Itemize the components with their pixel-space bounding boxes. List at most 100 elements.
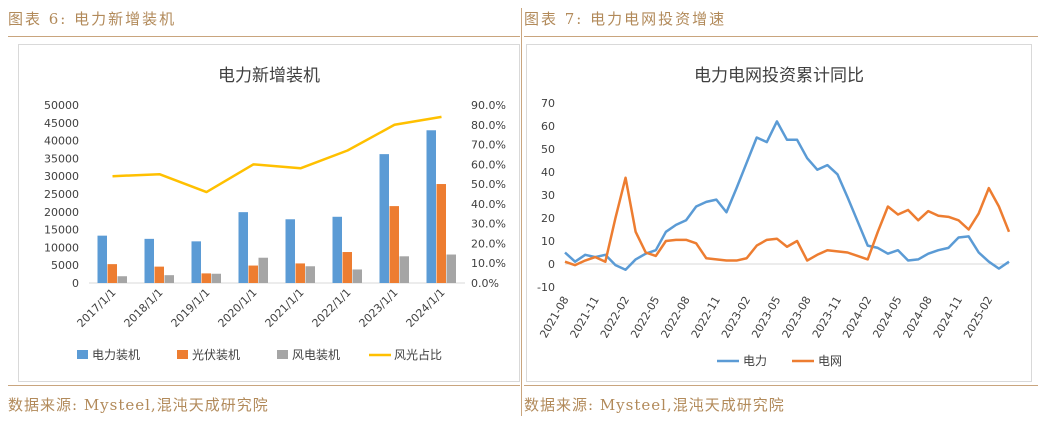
y-left-tick-label: 10000 bbox=[44, 241, 79, 254]
y-right-tick-label: 40.0% bbox=[471, 198, 506, 211]
y-left-tick-label: 20000 bbox=[44, 206, 79, 219]
x-tick-label: 2023-02 bbox=[719, 294, 753, 340]
x-tick-label: 2023/1/1 bbox=[356, 286, 400, 330]
bar-1 bbox=[144, 238, 154, 283]
right-source-rule bbox=[524, 385, 1038, 386]
bar-3 bbox=[117, 276, 127, 283]
legend-label: 风光占比 bbox=[394, 347, 442, 362]
x-tick-label: 2022-11 bbox=[689, 294, 723, 340]
chart-grid-investment: 电力电网投资累计同比 -10 0 10 20 30 40 50 60 70 2021-082021-… bbox=[537, 66, 1011, 368]
bar-2 bbox=[201, 273, 211, 283]
bar-2 bbox=[295, 263, 305, 283]
x-tick-label: 2024-08 bbox=[901, 294, 935, 340]
y-tick-label: -10 bbox=[537, 281, 555, 294]
x-tick-label: 2019/1/1 bbox=[168, 286, 212, 330]
bar-3 bbox=[446, 254, 456, 283]
y-left-tick-label: 5000 bbox=[51, 259, 79, 272]
y-left-tick-label: 15000 bbox=[44, 224, 79, 237]
y-tick-label: 70 bbox=[541, 97, 555, 110]
bar-3 bbox=[399, 256, 409, 283]
bar-2 bbox=[342, 252, 352, 283]
y-tick-label: 20 bbox=[541, 212, 555, 225]
x-tick-label: 2024/1/1 bbox=[403, 286, 447, 330]
x-tick-label: 2024-11 bbox=[931, 294, 965, 340]
y-right-tick-label: 70.0% bbox=[471, 139, 506, 152]
bar-1 bbox=[332, 216, 342, 283]
chart-title: 电力新增装机 bbox=[218, 66, 320, 86]
bar-3 bbox=[305, 266, 315, 283]
y-right-tick-label: 60.0% bbox=[471, 158, 506, 171]
legend-swatch bbox=[177, 350, 188, 359]
left-chart-frame: 电力新增装机 0 5000 10000 15000 20000 25000 30000 3500… bbox=[18, 44, 520, 382]
y-tick-label: 0 bbox=[548, 258, 555, 271]
bar-3 bbox=[258, 257, 268, 283]
legend-label: 风电装机 bbox=[292, 348, 340, 362]
right-figure-caption: 图表 7: 电力电网投资增速 bbox=[524, 10, 727, 28]
y-left-tick-label: 25000 bbox=[44, 188, 79, 201]
series-line-1 bbox=[564, 120, 1010, 271]
legend-label: 光伏装机 bbox=[192, 348, 240, 362]
x-tick-label: 2022-08 bbox=[658, 294, 692, 340]
bar-2 bbox=[154, 266, 164, 283]
series-line-wind-solar-share bbox=[112, 115, 442, 194]
right-chart-frame: 电力电网投资累计同比 -10 0 10 20 30 40 50 60 70 2021-08 2021-… bbox=[526, 44, 1032, 382]
legend-label: 电力 bbox=[743, 354, 767, 368]
bar-1 bbox=[191, 241, 201, 283]
x-tick-label: 2018/1/1 bbox=[121, 286, 165, 330]
chart-new-capacity: 电力新增装机 0 5000 10000 15000 20000 25000 30000 3500… bbox=[44, 66, 506, 362]
x-tick-label: 2021-08 bbox=[537, 294, 571, 340]
x-tick-label: 2023-11 bbox=[810, 294, 844, 340]
legend-swatch bbox=[77, 350, 88, 359]
bar-1 bbox=[426, 130, 436, 283]
x-tick-label: 2021/1/1 bbox=[262, 286, 306, 330]
y-tick-label: 30 bbox=[541, 189, 555, 202]
y-right-tick-label: 50.0% bbox=[471, 178, 506, 191]
bar-1 bbox=[379, 154, 389, 283]
bar-2 bbox=[107, 264, 117, 283]
y-left-tick-label: 35000 bbox=[44, 152, 79, 165]
y-left-tick-label: 45000 bbox=[44, 117, 79, 130]
bar-3 bbox=[352, 269, 362, 283]
y-right-tick-label: 30.0% bbox=[471, 218, 506, 231]
y-right-tick-label: 20.0% bbox=[471, 237, 506, 250]
bar-2 bbox=[389, 206, 399, 283]
left-source-rule bbox=[8, 385, 520, 386]
y-left-tick-label: 30000 bbox=[44, 170, 79, 183]
x-tick-label: 2020/1/1 bbox=[215, 286, 259, 330]
right-source-note: 数据来源: Mysteel,混沌天成研究院 bbox=[524, 396, 785, 414]
bar-1 bbox=[285, 219, 295, 283]
x-tick-label: 2025-02 bbox=[961, 294, 995, 340]
bar-1 bbox=[97, 235, 107, 283]
y-left-tick-label: 40000 bbox=[44, 135, 79, 148]
legend-label: 电力装机 bbox=[92, 348, 140, 362]
left-figure-caption: 图表 6: 电力新增装机 bbox=[8, 10, 177, 28]
y-right-tick-label: 80.0% bbox=[471, 119, 506, 132]
right-caption-rule bbox=[524, 36, 1038, 37]
y-right-tick-label: 90.0% bbox=[471, 99, 506, 112]
x-tick-label: 2024-02 bbox=[840, 294, 874, 340]
bar-3 bbox=[164, 275, 174, 283]
x-tick-label: 2023-08 bbox=[780, 294, 814, 340]
y-tick-label: 10 bbox=[541, 235, 555, 248]
x-tick-label: 2021-11 bbox=[568, 294, 602, 340]
left-caption-rule bbox=[8, 36, 520, 37]
legend-label: 电网 bbox=[818, 354, 842, 368]
x-tick-label: 2022/1/1 bbox=[309, 286, 353, 330]
y-left-tick-label: 50000 bbox=[44, 99, 79, 112]
y-tick-label: 40 bbox=[541, 166, 555, 179]
legend-swatch bbox=[277, 350, 288, 359]
series-line-2 bbox=[564, 176, 1011, 267]
y-tick-label: 60 bbox=[541, 120, 555, 133]
y-right-tick-label: 10.0% bbox=[471, 257, 506, 270]
left-source-note: 数据来源: Mysteel,混沌天成研究院 bbox=[8, 396, 269, 414]
x-tick-label: 2024-05 bbox=[870, 294, 904, 340]
x-tick-label: 2022-05 bbox=[628, 294, 662, 340]
bar-3 bbox=[211, 273, 221, 283]
y-tick-label: 50 bbox=[541, 143, 555, 156]
y-left-tick-label: 0 bbox=[72, 277, 79, 290]
figure-divider bbox=[521, 8, 522, 416]
x-tick-label: 2022-02 bbox=[598, 294, 632, 340]
bar-1 bbox=[238, 212, 248, 283]
bar-2 bbox=[436, 184, 446, 283]
chart-title: 电力电网投资累计同比 bbox=[694, 66, 864, 86]
